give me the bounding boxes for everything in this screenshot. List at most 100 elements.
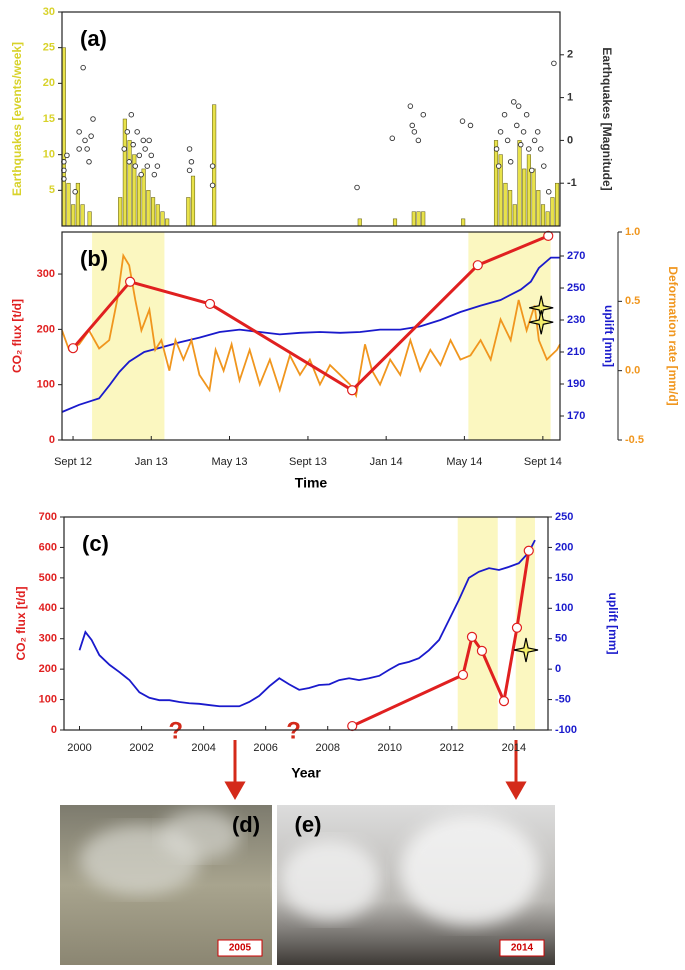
highlight bbox=[515, 517, 535, 730]
bar bbox=[526, 154, 531, 227]
marker bbox=[476, 645, 488, 656]
plot-frame bbox=[63, 516, 549, 731]
point bbox=[389, 135, 396, 142]
bar bbox=[136, 175, 142, 227]
panel: 0 100 200 300 CO₂ flux [t/d] 170 190 210 230 250 2… bbox=[10, 226, 680, 491]
point bbox=[415, 137, 422, 144]
annotation: ? bbox=[168, 717, 183, 744]
point bbox=[72, 189, 78, 195]
bar bbox=[411, 211, 416, 227]
photo-e: (e) 2014 bbox=[277, 805, 555, 965]
y-tick-label: 100 bbox=[39, 693, 57, 705]
marker bbox=[347, 720, 358, 732]
panel-label: (b) bbox=[80, 246, 108, 271]
point bbox=[518, 141, 524, 148]
y-tick-label: 200 bbox=[555, 541, 573, 553]
y-tick-label: -50 bbox=[555, 693, 571, 705]
point bbox=[151, 171, 158, 178]
point bbox=[501, 111, 508, 118]
y-tick-label: 30 bbox=[43, 6, 55, 18]
point bbox=[529, 167, 535, 174]
point bbox=[354, 184, 360, 191]
marker bbox=[498, 695, 510, 707]
bar bbox=[517, 140, 522, 227]
bar bbox=[503, 182, 508, 227]
plot-frame bbox=[61, 231, 561, 441]
point bbox=[186, 146, 193, 152]
plot-frame bbox=[61, 11, 561, 227]
bar bbox=[127, 140, 132, 227]
y-tick-label: 5 bbox=[49, 184, 55, 196]
y-tick-label: 230 bbox=[567, 314, 585, 326]
bar bbox=[461, 218, 466, 227]
point bbox=[64, 152, 70, 159]
y-tick-label: 2 bbox=[567, 49, 573, 61]
marker bbox=[67, 343, 79, 354]
bar bbox=[118, 197, 123, 227]
axis-label: uplift [mm] bbox=[606, 593, 620, 655]
point bbox=[140, 137, 147, 144]
y-tick-label: 600 bbox=[39, 541, 57, 553]
photo-year: 2014 bbox=[511, 943, 534, 954]
point bbox=[84, 146, 90, 152]
y-tick-label: 10 bbox=[43, 149, 55, 161]
marker bbox=[523, 545, 534, 556]
y-tick-label: -1 bbox=[567, 177, 577, 189]
y-tick-label: 150 bbox=[555, 572, 573, 584]
bar bbox=[71, 204, 76, 227]
panel-label: (c) bbox=[82, 531, 109, 556]
point bbox=[144, 163, 151, 169]
x-tick-label: May 14 bbox=[446, 456, 482, 468]
point bbox=[467, 122, 474, 129]
marker bbox=[472, 260, 483, 271]
point bbox=[493, 146, 500, 152]
bar bbox=[122, 118, 127, 227]
x-tick-label: 2000 bbox=[67, 742, 91, 754]
x-axis-label: Year bbox=[291, 765, 321, 781]
star-marker bbox=[513, 637, 539, 663]
point bbox=[121, 146, 127, 152]
x-tick-label: 2012 bbox=[440, 742, 464, 754]
y-tick-label: 0.5 bbox=[625, 295, 640, 307]
point bbox=[523, 111, 530, 118]
point bbox=[534, 129, 541, 135]
arrows bbox=[224, 740, 527, 801]
bar bbox=[512, 204, 517, 227]
bar bbox=[421, 211, 426, 227]
bar bbox=[416, 211, 421, 227]
x-tick-label: 2010 bbox=[378, 742, 402, 754]
y-tick-label: 250 bbox=[555, 511, 573, 523]
point bbox=[510, 99, 517, 105]
x-tick-label: May 13 bbox=[211, 456, 247, 468]
line bbox=[71, 234, 549, 393]
point bbox=[186, 167, 193, 174]
line bbox=[61, 256, 560, 413]
point bbox=[551, 60, 557, 67]
point bbox=[541, 163, 547, 169]
y-tick-label: 0 bbox=[49, 434, 55, 446]
point bbox=[209, 182, 216, 189]
point bbox=[88, 133, 94, 139]
point bbox=[136, 152, 143, 159]
x-tick-label: Sept 12 bbox=[54, 456, 92, 468]
bar bbox=[550, 197, 555, 227]
marker bbox=[543, 230, 554, 241]
y-tick-label: 0 bbox=[51, 724, 57, 736]
point bbox=[531, 137, 538, 144]
y-tick-label: 250 bbox=[567, 282, 585, 294]
point bbox=[497, 129, 504, 135]
annotation: ? bbox=[286, 717, 301, 744]
point bbox=[537, 146, 544, 152]
y-tick-label: 50 bbox=[555, 633, 567, 645]
year-box bbox=[217, 939, 263, 957]
bar bbox=[190, 175, 196, 227]
y-tick-label: -100 bbox=[555, 724, 577, 736]
point bbox=[507, 159, 514, 165]
y-tick-label: 1 bbox=[567, 92, 573, 104]
y-tick-label: 200 bbox=[39, 663, 57, 675]
bar bbox=[80, 204, 85, 227]
x-tick-label: 2002 bbox=[129, 742, 153, 754]
bar bbox=[536, 190, 541, 227]
